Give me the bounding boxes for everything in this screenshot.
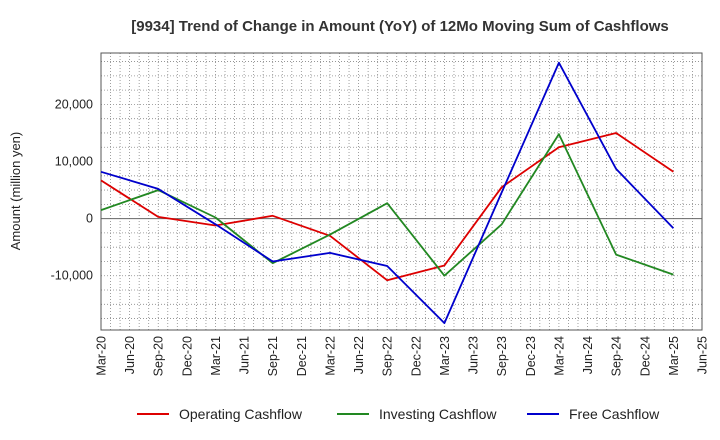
legend-label-investing-cashflow: Investing Cashflow <box>379 406 497 422</box>
x-tick-label: Jun-22 <box>352 336 366 374</box>
x-tick-label: Jun-24 <box>581 336 595 374</box>
x-tick-label: Mar-24 <box>552 336 566 376</box>
x-tick-label: Mar-22 <box>323 336 337 376</box>
x-tick-label: Jun-20 <box>123 336 137 374</box>
x-tick-label: Dec-20 <box>180 336 194 376</box>
y-tick-label: 0 <box>86 212 93 226</box>
x-tick-label: Dec-21 <box>295 336 309 376</box>
plot-frame <box>100 52 703 331</box>
x-tick-label: Mar-23 <box>438 336 452 376</box>
x-tick-label: Sep-22 <box>381 336 395 376</box>
legend-label-operating-cashflow: Operating Cashflow <box>179 406 303 422</box>
x-tick-label: Mar-21 <box>209 336 223 376</box>
y-tick-label: 20,000 <box>55 97 93 111</box>
y-axis-label: Amount (million yen) <box>8 132 23 251</box>
operating-cashflow-line <box>100 132 674 282</box>
x-tick-label: Dec-23 <box>524 336 538 376</box>
series-layer <box>100 61 675 325</box>
x-tick-label: Sep-24 <box>610 336 624 376</box>
grid-layer <box>101 53 702 330</box>
x-tick-label: Jun-23 <box>467 336 481 374</box>
x-tick-label: Dec-22 <box>409 336 423 376</box>
chart-title: [9934] Trend of Change in Amount (YoY) o… <box>131 18 669 35</box>
x-tick-label: Jun-25 <box>696 336 710 374</box>
x-tick-label: Sep-21 <box>266 336 280 376</box>
legend: Operating Cashflow Investing Cashflow Free… <box>137 406 660 422</box>
x-tick-label: Mar-25 <box>667 336 681 376</box>
y-tick-label: -10,000 <box>51 269 93 283</box>
x-axis-tick-labels: Mar-20 Jun-20 Sep-20 Dec-20 Mar-21 Jun-21 Sep-… <box>95 336 710 376</box>
x-tick-label: Jun-21 <box>238 336 252 374</box>
y-axis-tick-labels: -10,000 0 10,000 20,000 <box>51 97 93 282</box>
investing-cashflow-line <box>100 133 674 277</box>
free-cashflow-line <box>100 61 675 325</box>
x-tick-label: Dec-24 <box>638 336 652 376</box>
x-tick-label: Sep-23 <box>495 336 509 376</box>
x-tick-label: Sep-20 <box>152 336 166 376</box>
legend-label-free-cashflow: Free Cashflow <box>569 406 660 422</box>
y-tick-label: 10,000 <box>55 155 93 169</box>
x-tick-label: Mar-20 <box>95 336 109 376</box>
